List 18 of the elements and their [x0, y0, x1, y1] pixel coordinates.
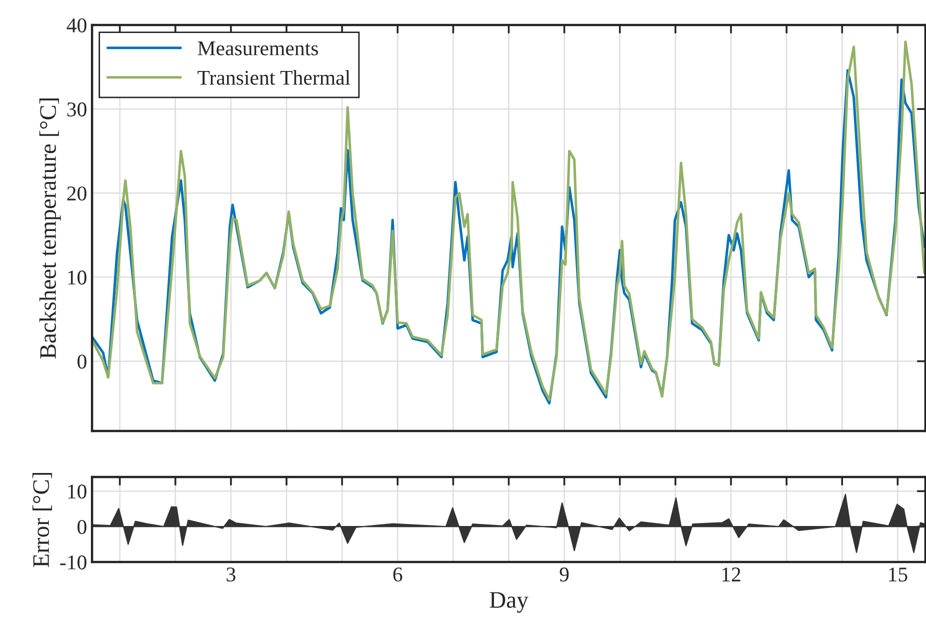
x-tick-label: 3 [226, 568, 236, 582]
x-tick-label: 9 [560, 568, 569, 582]
y-tick-label: 0 [78, 520, 86, 534]
x-tick-label: 6 [393, 568, 402, 582]
y-tick-label: 10 [68, 484, 86, 499]
y-tick-label: 0 [78, 354, 86, 369]
y-tick-label: 30 [67, 102, 86, 116]
y-tick-label: 20 [67, 186, 86, 201]
y-tick-label: -10 [60, 555, 86, 570]
legend-label: Transient Thermal [198, 70, 350, 85]
x-tick-label: 12 [722, 568, 740, 582]
y-tick-label: 10 [68, 270, 86, 285]
y-axis-title: Backsheet temperature [°C] [39, 98, 61, 359]
y-tick-label: 40 [66, 18, 86, 32]
x-axis-title: Day [490, 592, 528, 613]
legend-label: Measurements [198, 42, 318, 56]
y-axis-title: Error [°C] [32, 472, 52, 568]
x-tick-label: 15 [889, 568, 908, 582]
